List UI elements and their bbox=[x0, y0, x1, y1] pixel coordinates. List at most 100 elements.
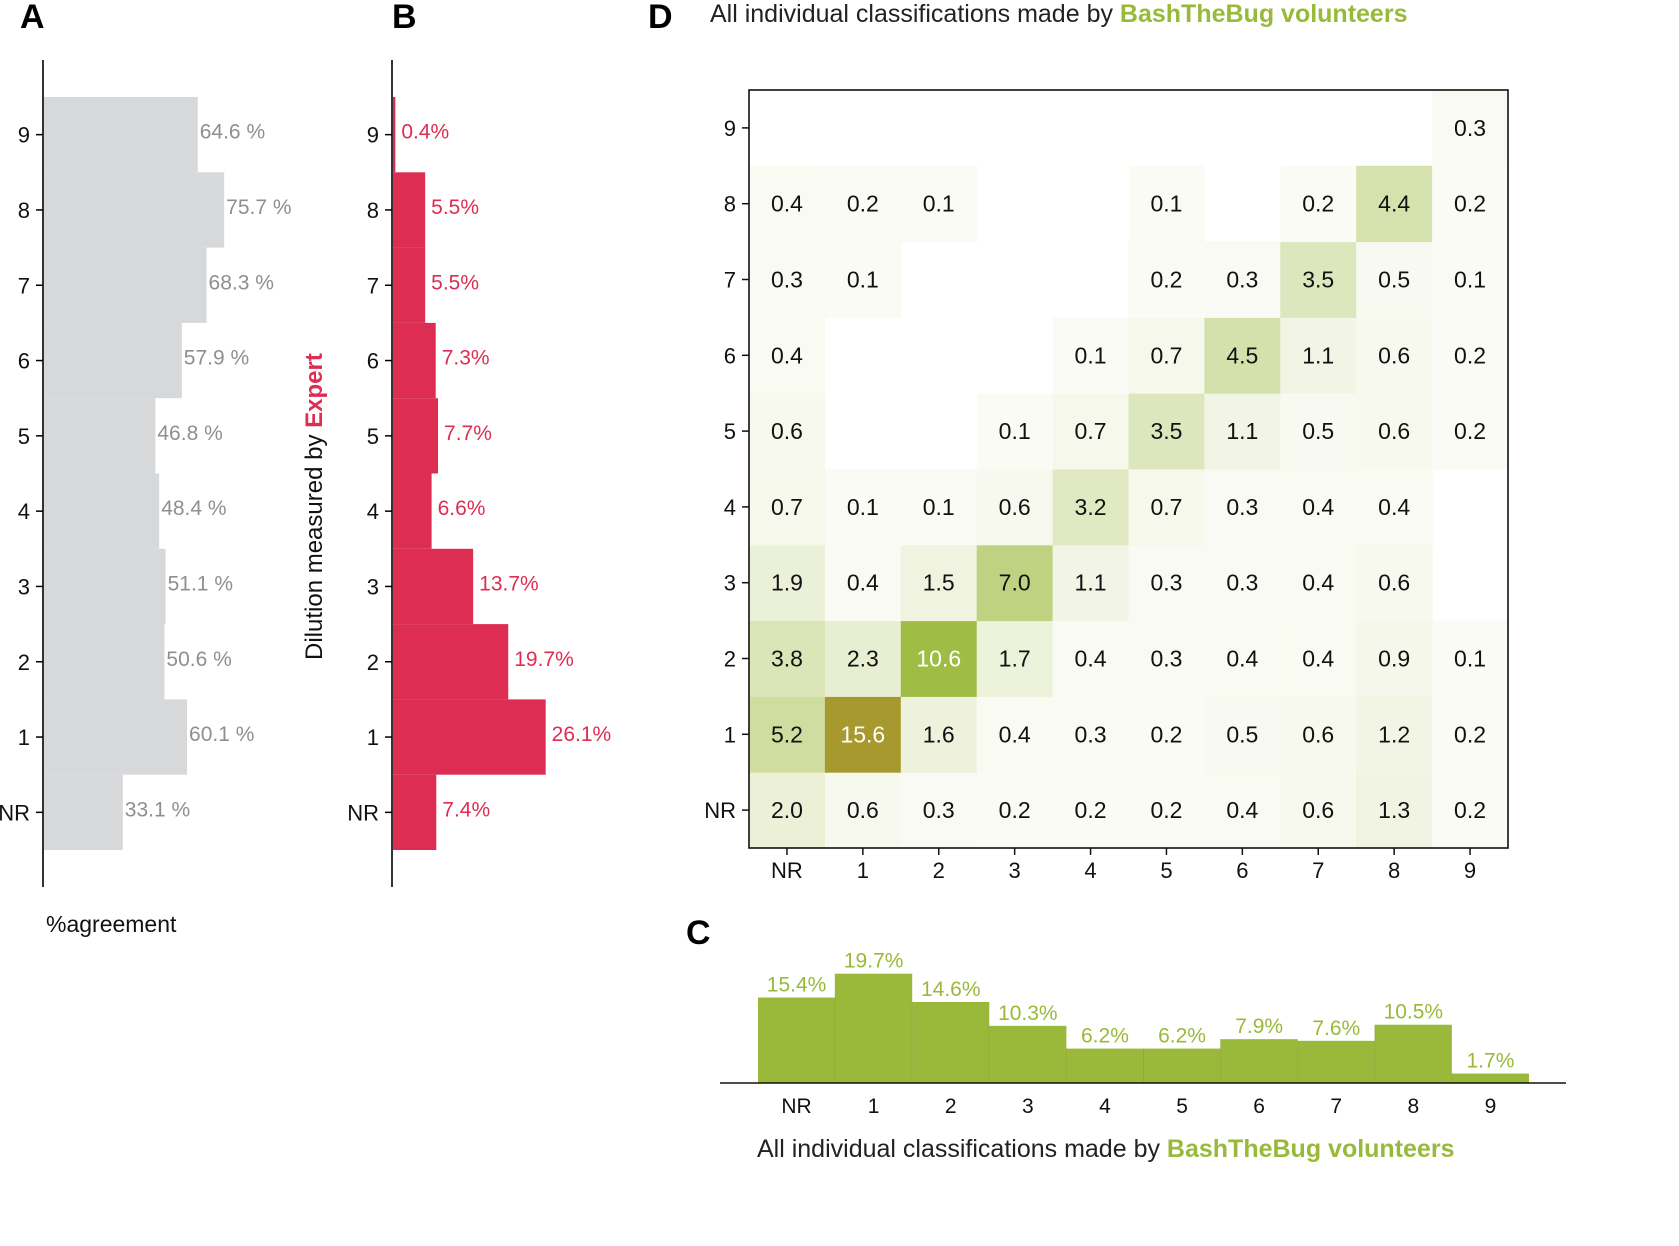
panel-b-y-tick-label: 9 bbox=[367, 123, 379, 148]
panel-b-value-label: 13.7% bbox=[479, 572, 539, 595]
heatmap-cell-value: 0.4 bbox=[1302, 494, 1334, 520]
heatmap-y-tick-label: 5 bbox=[724, 419, 736, 444]
heatmap-cell-value: 10.6 bbox=[916, 646, 961, 672]
heatmap-cell-value: 0.6 bbox=[1302, 721, 1334, 747]
panel-b-value-label: 26.1% bbox=[552, 723, 612, 746]
panel-a-y-tick-label: 6 bbox=[18, 349, 30, 374]
panel-b-value-label: 6.6% bbox=[438, 497, 486, 520]
panel-c-value-label: 15.4% bbox=[767, 974, 827, 997]
heatmap-cell-value: 7.0 bbox=[999, 570, 1031, 596]
panel-b-bar-8 bbox=[393, 172, 426, 248]
heatmap-cell-value: 0.4 bbox=[1226, 646, 1258, 672]
heatmap-cell bbox=[900, 620, 978, 697]
heatmap-y-tick-label: 2 bbox=[724, 647, 736, 672]
heatmap-cell-value: 0.1 bbox=[923, 191, 955, 217]
heatmap-cell bbox=[900, 469, 978, 546]
heatmap-cell bbox=[1204, 317, 1281, 394]
heatmap-cell bbox=[1052, 696, 1129, 773]
heatmap-cell-value: 0.2 bbox=[1454, 342, 1486, 368]
heatmap-cell-value: 0.2 bbox=[1454, 191, 1486, 217]
panel-c-xlabel: All individual classifications made by B… bbox=[757, 1135, 1454, 1163]
heatmap-cell-value: 0.4 bbox=[1302, 570, 1334, 596]
panel-a-value-label: 48.4 % bbox=[161, 497, 226, 520]
panel-a-y-tick-label: 9 bbox=[18, 123, 30, 148]
heatmap-cell bbox=[1432, 696, 1509, 773]
panel-c-value-label: 10.3% bbox=[998, 1002, 1058, 1025]
panel-a-value-label: 57.9 % bbox=[184, 347, 249, 370]
heatmap-cell-value: 5.2 bbox=[771, 721, 803, 747]
heatmap-cell bbox=[1356, 696, 1433, 773]
panel-a-value-label: 33.1 % bbox=[125, 798, 190, 821]
heatmap-y-tick-label: NR bbox=[704, 798, 736, 823]
panel-a-bar-8 bbox=[44, 172, 225, 248]
heatmap-x-tick-label: 8 bbox=[1388, 858, 1400, 883]
heatmap-cell bbox=[1356, 241, 1433, 318]
heatmap-cell-value: 0.6 bbox=[847, 797, 879, 823]
panel-c-value-label: 1.7% bbox=[1467, 1050, 1515, 1073]
heatmap-cell-value: 0.1 bbox=[1150, 191, 1182, 217]
panel-c-bar-1 bbox=[835, 973, 913, 1083]
panel-a-y-tick-label: 7 bbox=[18, 273, 30, 298]
heatmap-cell-value: 0.2 bbox=[1150, 797, 1182, 823]
heatmap-cell bbox=[1128, 469, 1205, 546]
heatmap-cell bbox=[1128, 620, 1205, 697]
heatmap-cell bbox=[1280, 165, 1357, 243]
heatmap-cell-value: 0.4 bbox=[999, 721, 1031, 747]
heatmap-cell bbox=[1052, 393, 1129, 470]
panel-a-y-tick-label: 2 bbox=[18, 650, 30, 675]
heatmap-cell-value: 3.8 bbox=[771, 646, 803, 672]
heatmap-cell-value: 0.3 bbox=[923, 797, 955, 823]
heatmap-cell bbox=[1128, 772, 1205, 849]
heatmap-cell bbox=[1204, 469, 1281, 546]
heatmap-cell-value: 0.3 bbox=[1075, 721, 1107, 747]
heatmap-x-tick-label: 6 bbox=[1236, 858, 1248, 883]
heatmap-cell bbox=[1432, 620, 1509, 697]
heatmap-cell bbox=[749, 165, 826, 243]
panel-b-value-label: 7.3% bbox=[442, 347, 490, 370]
heatmap-y-tick-label: 4 bbox=[724, 495, 736, 520]
panel-c-x-tick-label: 5 bbox=[1176, 1095, 1188, 1118]
panel-c-bar-5 bbox=[1143, 1048, 1221, 1083]
heatmap-cell bbox=[1356, 620, 1433, 697]
heatmap-x-tick-label: 9 bbox=[1464, 858, 1476, 883]
heatmap-cell-value: 0.5 bbox=[1302, 418, 1334, 444]
panel-b-value-label: 0.4% bbox=[401, 121, 449, 144]
heatmap-cell-value: 2.0 bbox=[771, 797, 803, 823]
heatmap-cell-value: 0.7 bbox=[1150, 342, 1182, 368]
heatmap-cell bbox=[824, 544, 902, 622]
heatmap-cell bbox=[900, 696, 978, 773]
panel-a-y-tick-label: 5 bbox=[18, 424, 30, 449]
heatmap-cell bbox=[1204, 393, 1281, 470]
panel-c-x-tick-label: 4 bbox=[1099, 1095, 1111, 1118]
heatmap-cell bbox=[1432, 393, 1509, 470]
panel-c-value-label: 14.6% bbox=[921, 978, 981, 1001]
heatmap-cell bbox=[1432, 317, 1509, 394]
heatmap-cell bbox=[749, 772, 826, 849]
panel-b-bar-1 bbox=[393, 699, 546, 775]
heatmap-cell bbox=[976, 469, 1054, 546]
heatmap-cell-value: 0.2 bbox=[1454, 797, 1486, 823]
heatmap-cell-value: 0.4 bbox=[847, 570, 879, 596]
panel-b-y-tick-label: 3 bbox=[367, 574, 379, 599]
heatmap-cell-value: 1.1 bbox=[1226, 418, 1258, 444]
panel-a-bar-NR bbox=[44, 774, 123, 850]
heatmap-cell bbox=[824, 469, 902, 546]
heatmap-cell bbox=[1052, 620, 1129, 697]
panel-b-bar-6 bbox=[393, 322, 436, 399]
heatmap-cell bbox=[749, 620, 826, 697]
heatmap-x-tick-label: NR bbox=[771, 858, 803, 883]
panel-c-x-tick-label: 9 bbox=[1485, 1095, 1497, 1118]
heatmap-cell bbox=[749, 469, 826, 546]
panel-b-bar-NR bbox=[393, 774, 437, 850]
heatmap-cell bbox=[900, 544, 978, 622]
heatmap-cell bbox=[1356, 317, 1433, 394]
heatmap-cell bbox=[1052, 544, 1129, 622]
heatmap-cell-value: 0.4 bbox=[1378, 494, 1410, 520]
heatmap-cell bbox=[1356, 772, 1433, 849]
panel-label-c: C bbox=[686, 914, 711, 952]
panel-c-value-label: 10.5% bbox=[1384, 1001, 1444, 1024]
heatmap-cell bbox=[1204, 241, 1281, 318]
heatmap-cell-value: 0.7 bbox=[1150, 494, 1182, 520]
panel-b-expert-distribution-chart: NR 7.4% 1 26.1% 2 19.7% 3 13.7% 4 6.6% 5 7.7% 6 7.3% 7… bbox=[347, 60, 611, 887]
panel-b-y-tick-label: 5 bbox=[367, 424, 379, 449]
